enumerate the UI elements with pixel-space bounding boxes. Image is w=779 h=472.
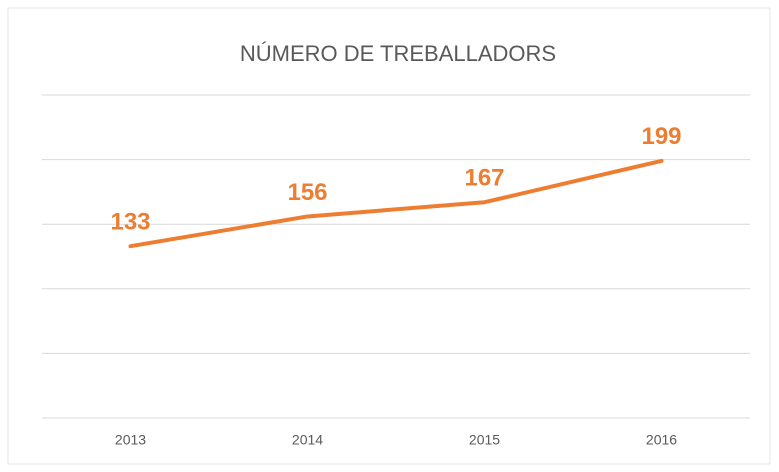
x-tick-label: 2015: [469, 432, 500, 448]
data-label: 199: [641, 123, 681, 150]
chart-frame: [7, 7, 771, 465]
x-tick-label: 2016: [646, 432, 677, 448]
x-tick-label: 2014: [292, 432, 323, 448]
series-line: [128, 158, 664, 249]
data-label: 133: [110, 209, 150, 236]
chart-title: NÚMERO DE TREBALLADORS: [240, 41, 556, 66]
data-label: 156: [287, 179, 327, 206]
x-tick-label: 2013: [115, 432, 146, 448]
data-label: 167: [464, 165, 504, 192]
